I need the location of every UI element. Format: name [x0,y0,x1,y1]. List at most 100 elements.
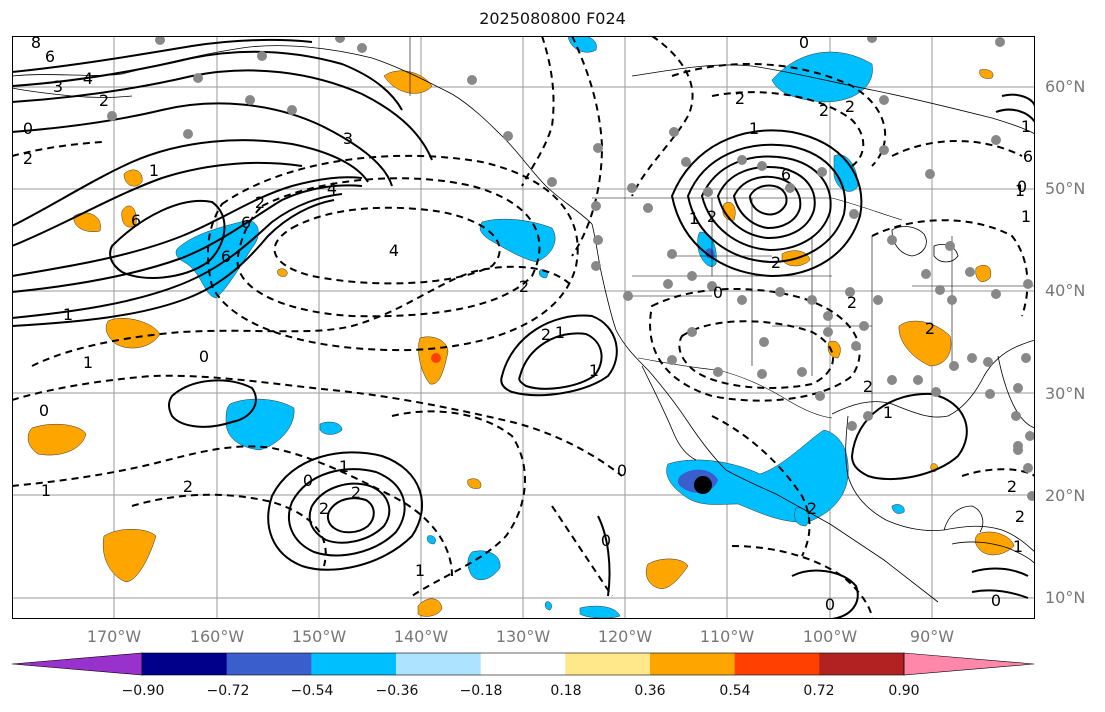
great-lakes-2 [933,244,959,263]
positive-region [975,531,1015,556]
contour-label: 6 [221,247,231,266]
solid-contour [12,199,335,327]
contour-label: 1 [1015,181,1025,200]
dashed-contour [671,62,886,167]
contour-label: 1 [749,119,759,138]
contour-label: 0 [601,531,611,550]
contour-label: 0 [825,595,835,614]
mexico-gulf-coast [845,415,1035,553]
contour-label: 6 [1023,147,1033,166]
dashed-contour [236,177,541,318]
solid-contour [791,569,859,619]
contour-label: 2 [735,89,745,108]
colorbar-segment [142,653,228,675]
cuba [951,541,1035,565]
positive-region [73,212,101,232]
longitude-label: 100°W [802,627,858,646]
positive-region [417,598,443,617]
solid-contour [732,175,802,230]
negative-region [319,421,343,435]
positive-region [827,340,841,359]
solid-contour [308,482,391,544]
solid-contour [670,129,863,278]
contour-label: 2 [319,499,329,518]
longitude-label: 90°W [909,627,955,646]
colorbar-label: 0.18 [550,683,582,699]
dashed-contour [891,140,1023,157]
colorbar-segment [311,653,397,675]
weather-map: 8 6 3 4 2 0 2 3 4 6 6 1 2 6 1 1 2 4 1 2 … [12,36,1035,619]
map-border [12,36,1035,619]
contour-label: 0 [713,283,723,302]
black-marker [694,476,712,494]
negative-region [427,535,436,545]
positive-region [979,69,994,79]
colorbar [11,652,1035,676]
solid-contour [995,108,1035,123]
dashed-contour [521,36,555,187]
negative-region [175,219,259,299]
contour-label: 0 [39,401,49,420]
longitude-label: 110°W [699,627,755,646]
solid-contour [686,143,846,264]
positive-region [467,478,482,489]
contour-label: 2 [1007,477,1017,496]
solid-contour [12,176,363,277]
colorbar-extend-low [11,652,143,676]
dashed-contour [31,265,573,367]
contour-label: 1 [41,481,51,500]
dashed-contour [711,415,811,557]
colorbar-segment [480,653,566,675]
colorbar-outline [141,652,905,676]
us-canada-border [592,197,903,221]
longitude-label: 130°W [495,627,551,646]
colorbar-label: −0.36 [375,683,419,699]
positive-region [722,202,736,221]
florida [997,355,1035,429]
solid-contour [500,314,618,397]
colorbar-segment [396,653,482,675]
colorbar-segment [819,653,905,675]
colorbar-label: 0.90 [888,683,920,699]
strong-anomaly-regions [431,248,718,494]
contour-label: 2 [541,325,551,344]
positive-region [102,529,157,583]
colorbar-segment [226,653,312,675]
strong-positive-spot [431,353,441,363]
solid-contour [326,497,375,534]
dashed-contour [711,91,865,167]
baja-peninsula [641,365,697,461]
solid-contour [597,515,611,597]
latitude-label: 60°N [1045,77,1086,96]
colorbar-label: 0.72 [803,683,835,699]
latitude-label: 20°N [1045,486,1086,505]
latitude-label: 50°N [1045,179,1086,198]
contour-label: 1 [415,561,425,580]
contour-label: 2 [183,477,193,496]
positive-region [898,320,952,367]
dashed-contour [551,505,613,597]
contour-label: 1 [555,323,565,342]
contour-label: 6 [45,47,55,66]
solid-contour [716,166,816,240]
contour-label: 2 [99,91,109,110]
solid-contour [12,184,363,293]
contour-label: 4 [389,241,399,260]
longitude-label: 120°W [597,627,653,646]
solid-contour [12,102,393,187]
contour-label: 8 [31,36,41,52]
solid-contour [12,161,303,247]
contour-label: 2 [847,293,857,312]
contour-label: 0 [303,471,313,490]
contour-label: 2 [1015,507,1025,526]
longitude-label: 150°W [291,627,347,646]
contour-label: 4 [327,179,337,198]
negative-region [579,605,621,619]
dashed-contour [273,206,501,285]
great-lakes [891,226,927,257]
contour-label: 2 [351,483,361,502]
contour-label: 2 [925,319,935,338]
colorbar-segment [565,653,651,675]
solid-contour [267,451,423,571]
colorbar-label: −0.90 [121,683,165,699]
